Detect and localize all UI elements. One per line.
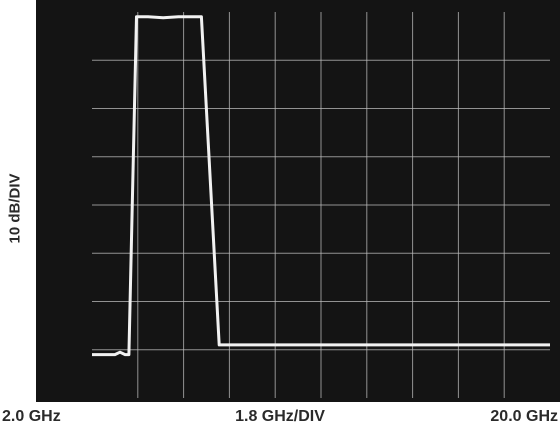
screen-background <box>36 0 560 402</box>
x-axis-end-label: 20.0 GHz <box>490 408 558 425</box>
x-axis-start-label: 2.0 GHz <box>2 408 61 425</box>
spectrum-analyzer-screen <box>36 0 560 402</box>
y-axis-label: 10 dB/DIV <box>4 128 26 288</box>
x-axis-label: 1.8 GHz/DIV <box>235 408 325 425</box>
graticule <box>92 12 550 398</box>
y-axis-label-text: 10 dB/DIV <box>6 172 24 244</box>
signal-trace <box>92 15 550 357</box>
